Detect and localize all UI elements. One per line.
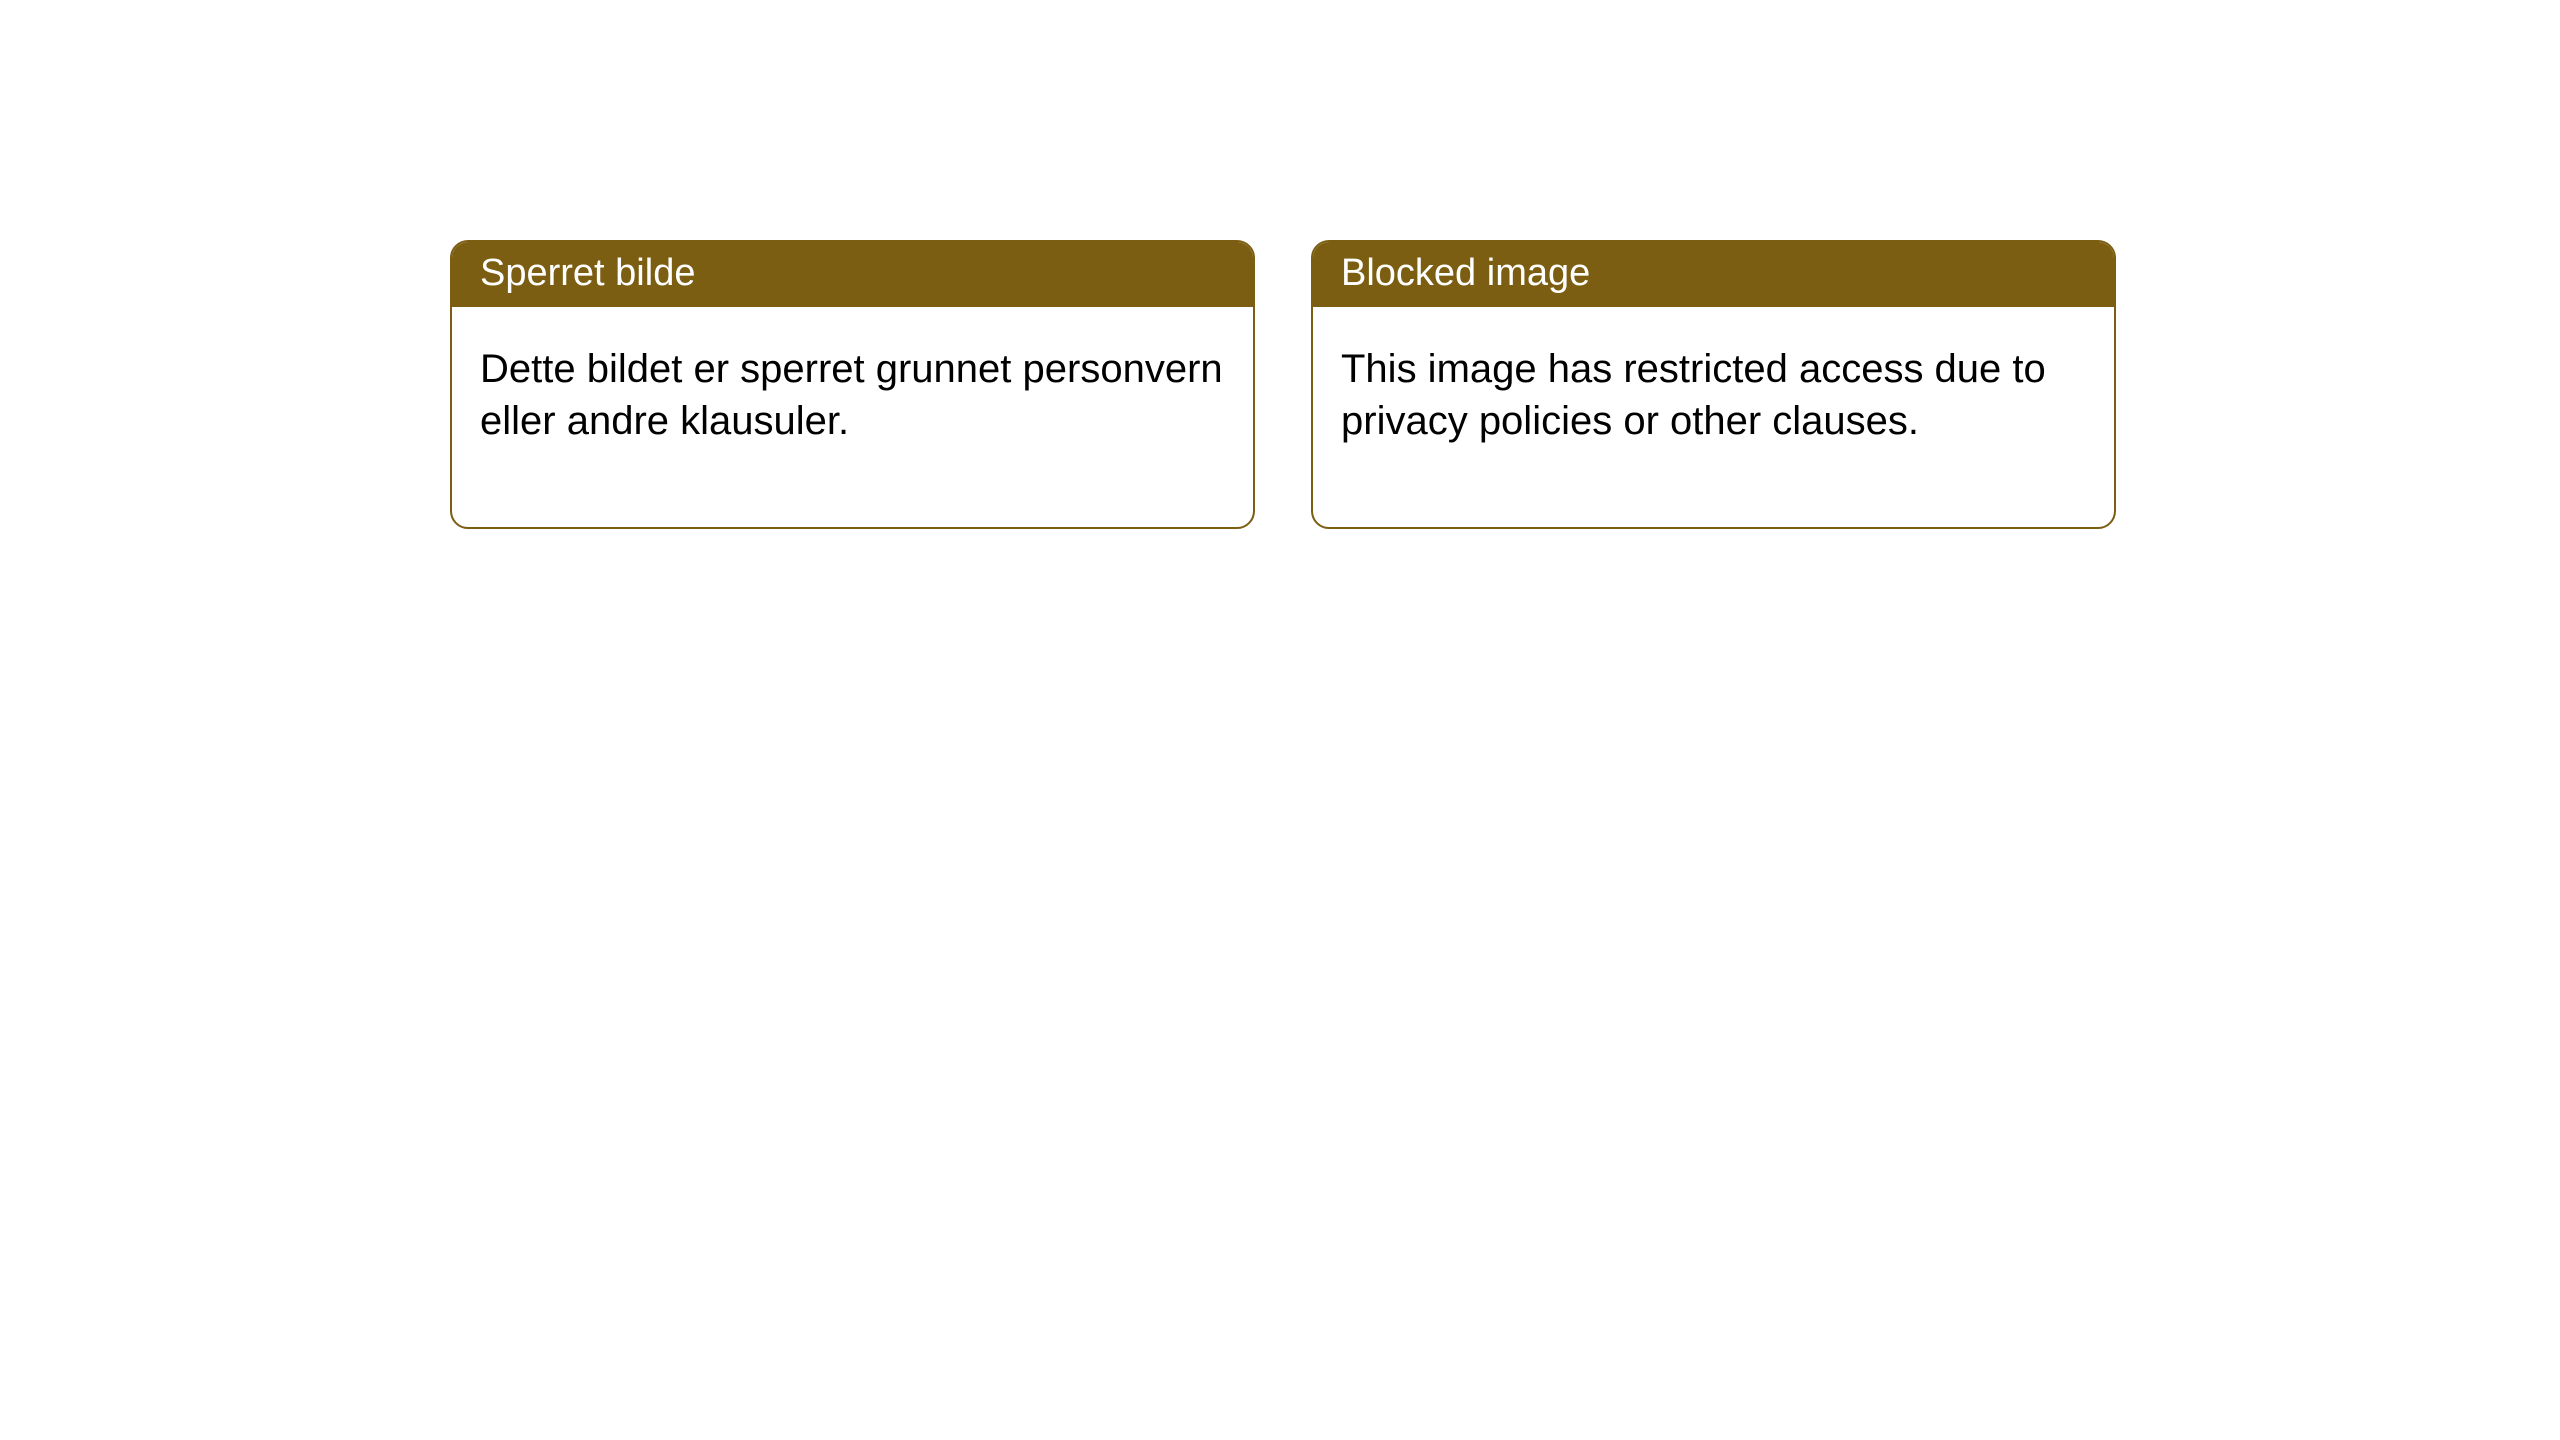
blocked-image-card-en: Blocked image This image has restricted … [1311, 240, 2116, 529]
card-header: Sperret bilde [452, 242, 1253, 307]
blocked-image-card-no: Sperret bilde Dette bildet er sperret gr… [450, 240, 1255, 529]
card-container: Sperret bilde Dette bildet er sperret gr… [0, 0, 2560, 529]
card-title: Blocked image [1341, 252, 1590, 294]
card-title: Sperret bilde [480, 252, 695, 294]
card-header: Blocked image [1313, 242, 2114, 307]
card-body: This image has restricted access due to … [1313, 307, 2114, 527]
card-body-text: Dette bildet er sperret grunnet personve… [480, 347, 1223, 443]
card-body: Dette bildet er sperret grunnet personve… [452, 307, 1253, 527]
card-body-text: This image has restricted access due to … [1341, 347, 2046, 443]
